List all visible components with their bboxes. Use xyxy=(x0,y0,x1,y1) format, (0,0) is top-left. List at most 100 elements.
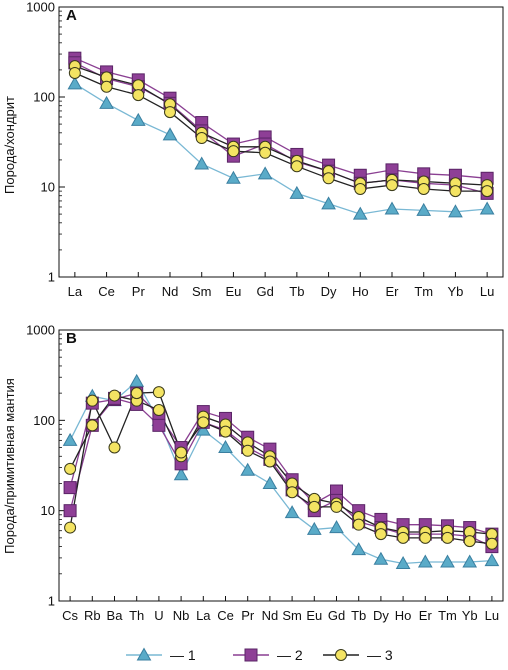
panel-1-series-4-point-la xyxy=(197,416,210,429)
panel-0-x-tick-label-eu: Eu xyxy=(225,284,241,299)
panel-1-y-tick-label: 1 xyxy=(48,594,55,609)
panel-1-x-tick-label-sm: Sm xyxy=(282,608,302,623)
panel-1-series-1-point-cs xyxy=(63,481,77,495)
panel-0-series-0-point-la xyxy=(67,76,83,90)
panel-0-series-0-point-er xyxy=(384,201,400,215)
panel-0-series-4-point-nd xyxy=(164,106,176,119)
panel-0-series-4-point-dy xyxy=(322,172,335,185)
panel-1-series-3-point-u xyxy=(152,404,165,417)
panel-0-x-tick-label-ce: Ce xyxy=(98,284,115,299)
panel-0-series-4-point-la xyxy=(68,66,81,79)
panel-0-x-tick-label-gd: Gd xyxy=(256,284,273,299)
panel-1-x-tick-label-rb: Rb xyxy=(84,608,101,623)
panel-0-x-tick-label-dy: Dy xyxy=(321,284,337,299)
panel-1-series-0-point-th xyxy=(129,373,145,387)
panel-1-series-2-point-cs xyxy=(63,504,77,518)
panel-1-series-4-point-rb xyxy=(86,394,99,407)
panel-0-series-0-point-ho xyxy=(352,206,368,220)
panel-1-series-4-point-nd xyxy=(263,455,276,468)
panel-0-series-4-point-pr xyxy=(132,89,145,102)
panel-0-x-tick-label-er: Er xyxy=(386,284,400,299)
panel-1-series-1-line xyxy=(69,392,493,535)
panel-1-series-4-point-th xyxy=(130,387,143,400)
panel-1-series-0-point-cs xyxy=(62,432,78,446)
panel-0-series-0-point-tb xyxy=(289,185,305,199)
panel-0-x-tick-label-la: La xyxy=(68,284,83,299)
panel-1-x-tick-label-yb: Yb xyxy=(462,608,478,623)
panel-1-series-0-point-yb xyxy=(462,554,478,568)
panel-1-series-4-point-sm xyxy=(286,486,299,499)
panel-1-series-4-point-nb xyxy=(175,446,188,459)
legend-item-3-label: — 3 xyxy=(367,647,393,663)
panel-0-y-tick-label: 10 xyxy=(41,180,55,195)
panel-0-x-tick-label-sm: Sm xyxy=(192,284,212,299)
panel-0-x-tick-label-tb: Tb xyxy=(289,284,304,299)
legend-item-3-marker xyxy=(335,649,347,661)
panel-1-series-group xyxy=(62,373,500,570)
panel-1-x-tick-label-nd: Nd xyxy=(262,608,279,623)
panel-0-x-tick-label-ho: Ho xyxy=(352,284,369,299)
panel-1-series-4-point-ho xyxy=(397,531,410,544)
panel-0-series-0-point-sm xyxy=(194,156,210,170)
panel-1-series-4-point-er xyxy=(419,531,432,544)
panel-a-letter: A xyxy=(66,7,77,24)
panel-1-x-tick-label-nb: Nb xyxy=(173,608,190,623)
legend-item-1-label: — 1 xyxy=(170,647,196,663)
legend-item-1-marker xyxy=(136,647,152,661)
legend-item-2-label: — 2 xyxy=(277,647,303,663)
panel-1-series-3-point-rb xyxy=(86,419,99,432)
panel-1-x-tick-label-ce: Ce xyxy=(217,608,234,623)
panel-1-series-0-point-tm xyxy=(440,554,455,568)
panel-0-series-4-point-lu xyxy=(481,185,494,198)
panel-1-series-4-point-gd xyxy=(330,500,343,513)
panel-1-y-tick-label: 1000 xyxy=(26,323,55,338)
panel-1-series-4-point-ba xyxy=(108,441,121,454)
panel-1-x-tick-label-lu: Lu xyxy=(485,608,499,623)
legend-item-2-marker xyxy=(244,648,258,662)
panel-0-x-tick-label-lu: Lu xyxy=(480,284,494,299)
panel-1-x-tick-label-cs: Cs xyxy=(62,608,78,623)
panel-0-series-4-point-eu xyxy=(227,145,240,158)
panel-1-x-tick-label-gd: Gd xyxy=(328,608,345,623)
panel-0-x-tick-label-tm: Tm xyxy=(414,284,433,299)
panel-0-series-0-point-pr xyxy=(130,112,146,126)
panel-1-series-4-point-yb xyxy=(463,535,476,548)
panel-0-y-tick-label: 1 xyxy=(48,270,55,285)
panel-1-series-4-point-eu xyxy=(308,500,321,513)
panel-1-series-4-point-ce xyxy=(219,425,232,438)
panel-1-series-4-point-dy xyxy=(374,528,387,541)
panel-1-x-tick-label-er: Er xyxy=(419,608,433,623)
panel-1-series-0-point-gd xyxy=(329,520,344,534)
panel-1-x-tick-label-tm: Tm xyxy=(438,608,457,623)
panel-0-series-4-point-gd xyxy=(259,146,272,159)
panel-0-series-4-point-yb xyxy=(449,185,462,198)
panel-a-chondrite-normalized: A Порода/хондрит 1 10 100 1000 La Ce Pr Nd Sm Eu G… xyxy=(2,0,504,299)
panel-1-series-0-point-er xyxy=(417,554,433,568)
panel-1-series-0-point-pr xyxy=(240,462,256,476)
panel-1-series-0-point-ho xyxy=(395,555,411,570)
panel-b-y-axis-title: Порода/примитивная мантия xyxy=(2,378,17,554)
panel-1-series-3-point-cs xyxy=(64,462,77,475)
panel-1-series-0-point-lu xyxy=(484,553,500,567)
panel-0-series-4-point-er xyxy=(386,179,398,192)
panel-0-series-4-point-sm xyxy=(195,132,208,145)
panel-0-series-4-point-ho xyxy=(354,183,367,196)
panel-1-series-0-point-la xyxy=(195,422,211,436)
legend: — 1 — 2 — 3 xyxy=(126,647,393,663)
panel-1-series-3-point-ba xyxy=(108,389,121,402)
panel-1-x-tick-label-pr: Pr xyxy=(241,608,255,623)
panel-0-series-0-point-eu xyxy=(226,170,241,184)
panel-0-series-0-point-tm xyxy=(416,202,432,216)
panel-0-series-4-point-ce xyxy=(100,80,113,93)
panel-b-primitive-mantle-normalized: B Порода/примитивная мантия 1 10 100 1000 Cs… xyxy=(2,323,504,623)
panel-0-y-tick-label: 100 xyxy=(33,90,55,105)
panel-1-x-tick-label-ho: Ho xyxy=(395,608,412,623)
panel-1-series-4-point-cs xyxy=(64,521,77,534)
panel-0-x-tick-label-nd: Nd xyxy=(162,284,179,299)
panel-1-series-0-point-dy xyxy=(373,551,389,565)
panel-0-series-group xyxy=(67,51,495,220)
panel-0-plot-frame xyxy=(58,6,504,278)
panel-1-series-0-point-nd xyxy=(262,475,278,489)
panel-1-x-tick-label-ba: Ba xyxy=(107,608,124,623)
